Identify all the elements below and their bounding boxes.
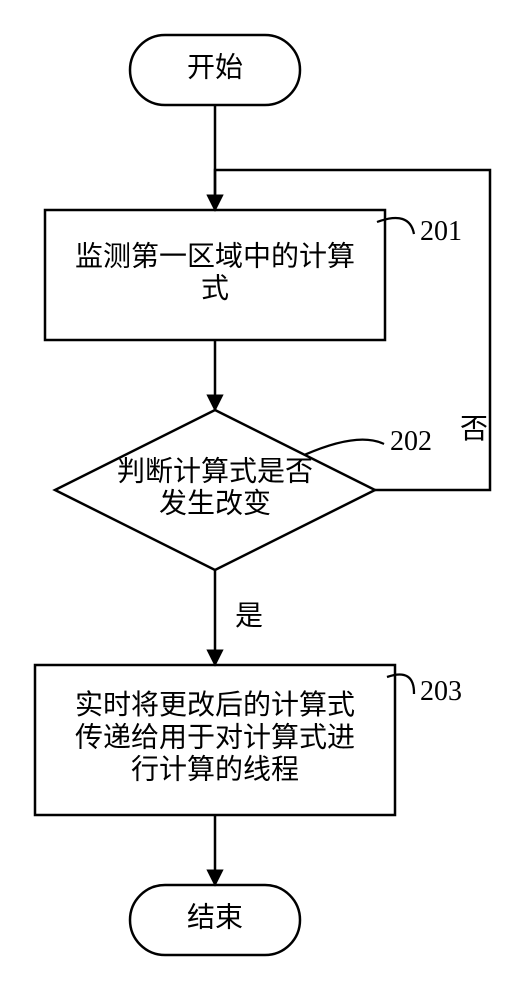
node-decide-text-0: 判断计算式是否: [117, 455, 313, 487]
node-pass: 实时将更改后的计算式传递给用于对计算式进行计算的线程: [35, 665, 395, 815]
node-monitor-text-0: 监测第一区域中的计算: [75, 240, 355, 272]
label-l202: 202: [390, 426, 432, 457]
label-l203: 203: [420, 676, 462, 707]
edge-label-yes: 是: [235, 601, 263, 632]
node-pass-text-1: 传递给用于对计算式进: [75, 721, 355, 753]
node-pass-text-0: 实时将更改后的计算式: [75, 689, 355, 721]
label-tick-l202: [305, 440, 384, 455]
node-end: 结束: [130, 885, 300, 955]
node-pass-text-2: 行计算的线程: [131, 754, 299, 786]
label-tick-l203: [387, 674, 414, 694]
node-end-text-0: 结束: [187, 901, 243, 933]
node-monitor-text-1: 式: [201, 273, 229, 305]
node-start: 开始: [130, 35, 300, 105]
node-start-text-0: 开始: [187, 51, 243, 83]
node-decide-text-1: 发生改变: [159, 488, 271, 520]
node-decide: 判断计算式是否发生改变: [55, 410, 375, 570]
label-tick-l201: [377, 218, 414, 234]
label-l201: 201: [420, 216, 462, 247]
edge-label-no: 否: [460, 414, 488, 445]
node-monitor: 监测第一区域中的计算式: [45, 210, 385, 340]
